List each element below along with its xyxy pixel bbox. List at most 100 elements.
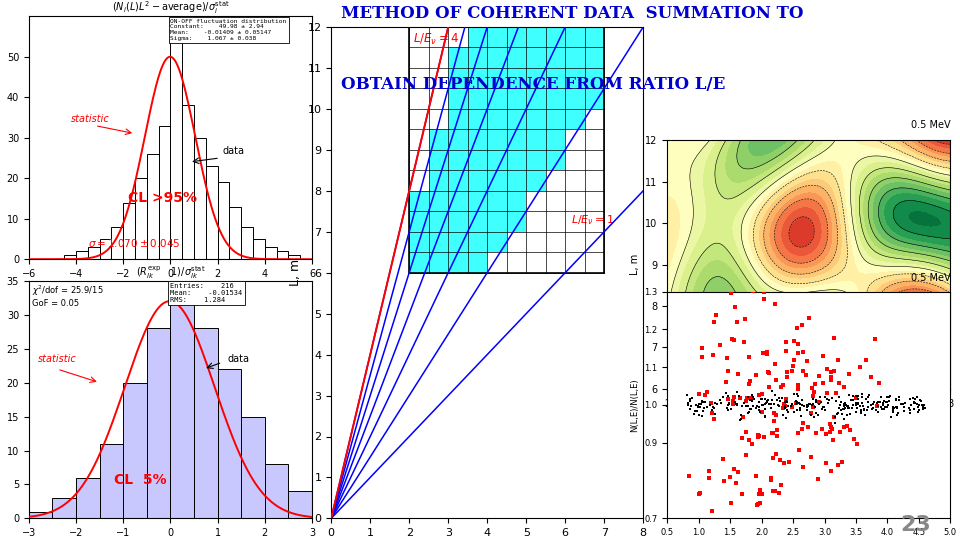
- Point: [891, 395, 906, 404]
- Point: [791, 446, 806, 454]
- Point: [680, 391, 695, 400]
- Point: [762, 400, 778, 409]
- Point: [804, 395, 820, 403]
- Point: [781, 457, 797, 466]
- Point: [770, 431, 785, 440]
- Point: [902, 406, 918, 414]
- Point: [688, 401, 704, 409]
- Point: [841, 402, 856, 410]
- Point: [730, 318, 745, 327]
- Point: [696, 397, 711, 406]
- Point: [712, 340, 728, 349]
- Point: [888, 394, 903, 403]
- Point: [823, 420, 838, 429]
- Point: [707, 415, 722, 423]
- Point: [765, 428, 780, 437]
- Point: [687, 407, 703, 415]
- Point: [881, 397, 897, 406]
- Point: [761, 382, 777, 391]
- Point: [778, 413, 793, 422]
- Point: [850, 403, 865, 412]
- Point: [736, 399, 752, 407]
- Bar: [507, 27, 526, 48]
- Point: [784, 367, 800, 376]
- Point: [789, 323, 804, 332]
- Point: [744, 396, 759, 405]
- Point: [879, 403, 895, 411]
- Point: [801, 423, 816, 432]
- Bar: [487, 232, 507, 252]
- Point: [853, 406, 869, 414]
- Point: [887, 403, 902, 412]
- Point: [791, 399, 806, 407]
- Point: [819, 364, 834, 373]
- Point: [780, 402, 796, 410]
- Point: [795, 418, 810, 427]
- Bar: [545, 27, 565, 48]
- Point: [796, 348, 811, 356]
- Point: [795, 320, 810, 329]
- Point: [738, 402, 754, 411]
- Point: [801, 402, 816, 410]
- Point: [738, 451, 754, 460]
- Point: [823, 375, 838, 384]
- Point: [830, 409, 846, 417]
- Point: [889, 396, 904, 404]
- Point: [914, 401, 929, 409]
- Point: [709, 400, 725, 409]
- Bar: [487, 89, 507, 109]
- Point: [741, 393, 756, 401]
- Point: [831, 379, 847, 387]
- Bar: [429, 252, 448, 273]
- Point: [718, 378, 733, 387]
- Point: [772, 396, 787, 405]
- Point: [860, 398, 876, 407]
- Point: [823, 422, 838, 431]
- X-axis label: E, MeV: E, MeV: [792, 414, 826, 424]
- Point: [739, 394, 755, 402]
- Bar: [158, 126, 170, 259]
- Point: [758, 397, 774, 406]
- Point: [720, 367, 735, 375]
- Bar: [448, 252, 468, 273]
- Point: [906, 397, 922, 406]
- Point: [914, 397, 929, 406]
- Point: [751, 490, 766, 498]
- Point: [917, 401, 932, 410]
- Point: [682, 404, 697, 413]
- Bar: [487, 211, 507, 232]
- Point: [848, 399, 863, 408]
- Point: [788, 397, 804, 406]
- Bar: [448, 150, 468, 170]
- Bar: [507, 170, 526, 191]
- Point: [745, 269, 760, 278]
- Bar: [526, 89, 545, 109]
- Point: [876, 399, 891, 407]
- Bar: [182, 105, 194, 259]
- Point: [732, 392, 747, 401]
- Point: [752, 432, 767, 441]
- Bar: [468, 252, 487, 273]
- Point: [842, 425, 857, 434]
- Point: [833, 406, 849, 414]
- Point: [708, 311, 724, 320]
- Bar: [229, 206, 241, 259]
- Point: [849, 401, 864, 409]
- Bar: [276, 251, 288, 259]
- Point: [766, 454, 781, 462]
- Bar: [29, 511, 53, 518]
- Point: [799, 371, 814, 380]
- Point: [830, 356, 846, 364]
- Point: [823, 428, 838, 436]
- Bar: [526, 109, 545, 130]
- Bar: [448, 232, 468, 252]
- Point: [814, 405, 829, 414]
- Point: [810, 410, 826, 419]
- Point: [729, 400, 744, 408]
- Bar: [507, 68, 526, 89]
- Point: [725, 335, 740, 343]
- Point: [771, 394, 786, 403]
- Point: [761, 368, 777, 377]
- Text: data: data: [227, 354, 249, 364]
- Point: [723, 498, 738, 507]
